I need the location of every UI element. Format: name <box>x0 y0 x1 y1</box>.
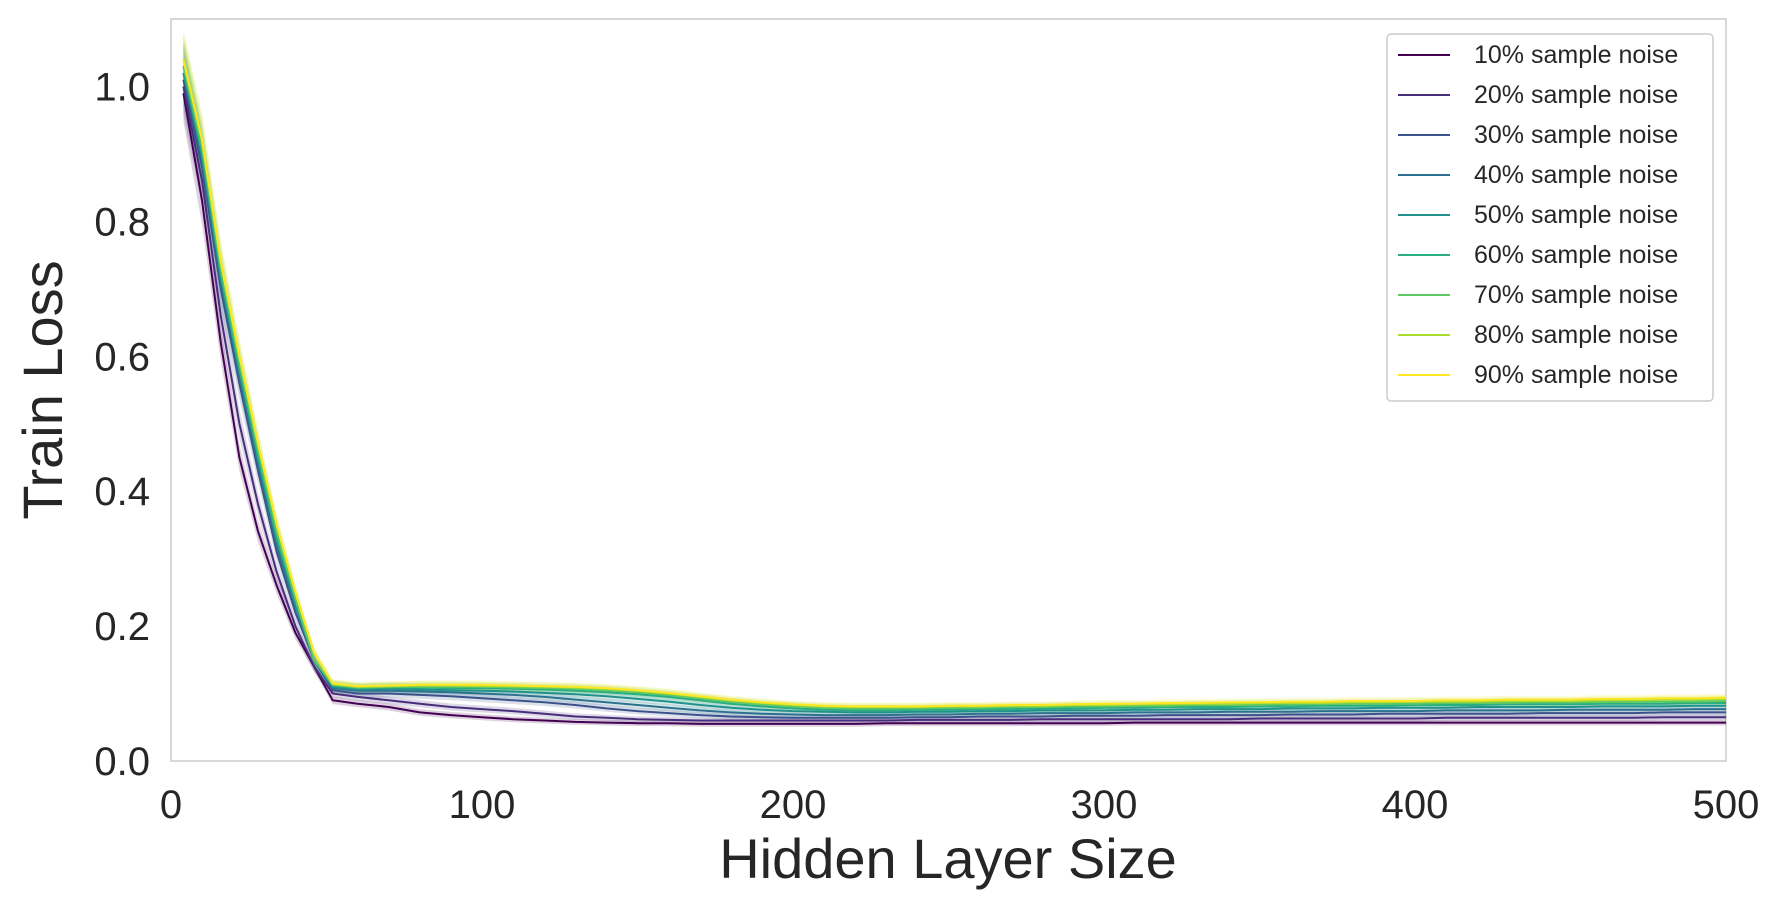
y-tick-label: 0.8 <box>94 200 150 244</box>
series-line <box>182 72 1726 717</box>
y-tick-label: 0.2 <box>94 605 150 649</box>
legend: 10% sample noise 20% sample noise 30% samp… <box>1386 33 1714 402</box>
y-axis-label: Train Loss <box>11 260 74 519</box>
y-tick-label: 0.6 <box>94 335 150 379</box>
series-line <box>182 93 1726 725</box>
series-line <box>182 86 1726 722</box>
series-line <box>182 72 1726 714</box>
legend-label: 80% sample noise <box>1474 321 1678 349</box>
x-tick-label: 100 <box>449 783 516 827</box>
x-axis-label: Hidden Layer Size <box>719 827 1177 890</box>
x-tick-label: 500 <box>1693 783 1760 827</box>
x-tick-label: 300 <box>1071 783 1138 827</box>
legend-label: 70% sample noise <box>1474 281 1678 309</box>
y-tick-label: 1.0 <box>94 65 150 109</box>
series-line <box>182 79 1726 719</box>
legend-label: 40% sample noise <box>1474 161 1678 189</box>
legend-label: 20% sample noise <box>1474 81 1678 109</box>
x-tick-label: 0 <box>160 783 182 827</box>
series-line <box>182 59 1727 708</box>
y-axis-ticks: 0.0 0.2 0.4 0.6 0.8 1.0 <box>94 65 150 784</box>
x-tick-label: 200 <box>760 783 827 827</box>
x-tick-label: 400 <box>1382 783 1449 827</box>
y-tick-label: 0.4 <box>94 470 150 514</box>
y-tick-label: 0.0 <box>94 740 150 784</box>
x-axis-ticks: 0 100 200 300 400 500 <box>160 783 1760 827</box>
legend-label: 90% sample noise <box>1474 361 1678 389</box>
legend-frame <box>1386 33 1714 402</box>
legend-label: 30% sample noise <box>1474 121 1678 149</box>
legend-label: 60% sample noise <box>1474 241 1678 269</box>
legend-label: 50% sample noise <box>1474 201 1678 229</box>
legend-label: 10% sample noise <box>1474 41 1678 69</box>
series-lines <box>182 59 1727 725</box>
